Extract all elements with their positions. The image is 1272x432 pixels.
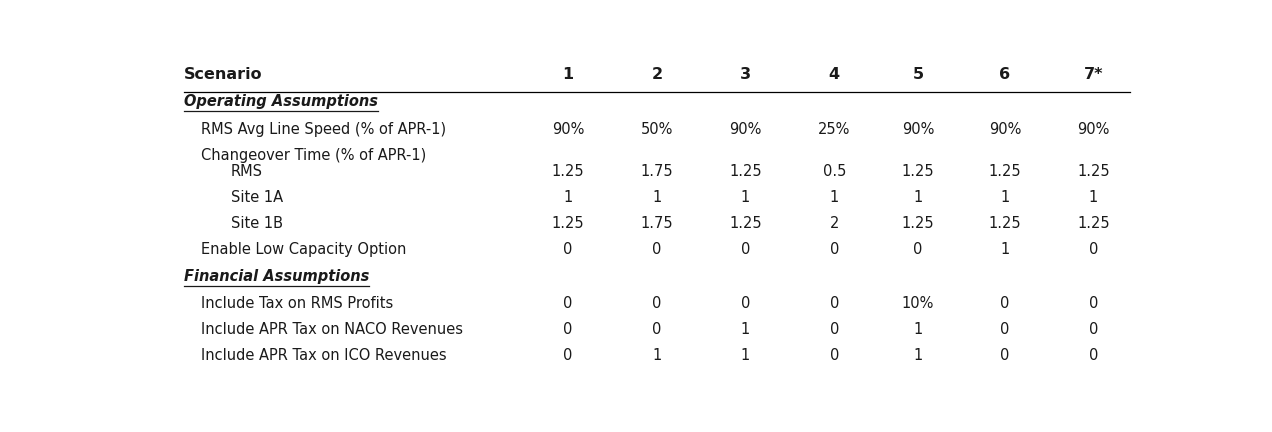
Text: 1.25: 1.25 xyxy=(902,216,935,231)
Text: 1.25: 1.25 xyxy=(988,164,1021,179)
Text: 0: 0 xyxy=(1089,241,1098,257)
Text: 1: 1 xyxy=(913,348,922,363)
Text: 1: 1 xyxy=(913,322,922,337)
Text: 1: 1 xyxy=(740,190,750,205)
Text: 6: 6 xyxy=(1000,67,1010,82)
Text: 1.25: 1.25 xyxy=(902,164,935,179)
Text: 1: 1 xyxy=(740,348,750,363)
Text: 1.25: 1.25 xyxy=(729,164,762,179)
Text: 50%: 50% xyxy=(641,122,673,137)
Text: Include Tax on RMS Profits: Include Tax on RMS Profits xyxy=(201,296,393,311)
Text: 1: 1 xyxy=(913,190,922,205)
Text: 90%: 90% xyxy=(552,122,584,137)
Text: 0: 0 xyxy=(563,322,572,337)
Text: Site 1A: Site 1A xyxy=(232,190,284,205)
Text: 1: 1 xyxy=(1089,190,1098,205)
Text: 0: 0 xyxy=(913,241,922,257)
Text: Include APR Tax on ICO Revenues: Include APR Tax on ICO Revenues xyxy=(201,348,446,363)
Text: Scenario: Scenario xyxy=(183,67,262,82)
Text: 0: 0 xyxy=(653,241,661,257)
Text: 0: 0 xyxy=(829,348,840,363)
Text: 0: 0 xyxy=(1089,296,1098,311)
Text: 0: 0 xyxy=(740,241,750,257)
Text: 90%: 90% xyxy=(902,122,934,137)
Text: Enable Low Capacity Option: Enable Low Capacity Option xyxy=(201,241,407,257)
Text: RMS: RMS xyxy=(232,164,263,179)
Text: 0: 0 xyxy=(829,322,840,337)
Text: 1.75: 1.75 xyxy=(641,164,673,179)
Text: 1.75: 1.75 xyxy=(641,216,673,231)
Text: 2: 2 xyxy=(829,216,840,231)
Text: Operating Assumptions: Operating Assumptions xyxy=(183,95,378,109)
Text: 0: 0 xyxy=(563,241,572,257)
Text: 10%: 10% xyxy=(902,296,934,311)
Text: 0: 0 xyxy=(1089,348,1098,363)
Text: 0: 0 xyxy=(740,296,750,311)
Text: 1: 1 xyxy=(562,67,574,82)
Text: 1.25: 1.25 xyxy=(552,164,584,179)
Text: 5: 5 xyxy=(912,67,923,82)
Text: 1.25: 1.25 xyxy=(1077,164,1110,179)
Text: 90%: 90% xyxy=(1077,122,1109,137)
Text: 1.25: 1.25 xyxy=(1077,216,1110,231)
Text: 0: 0 xyxy=(829,241,840,257)
Text: 25%: 25% xyxy=(818,122,851,137)
Text: 0: 0 xyxy=(563,348,572,363)
Text: Financial Assumptions: Financial Assumptions xyxy=(183,269,369,284)
Text: 0: 0 xyxy=(653,296,661,311)
Text: 1: 1 xyxy=(563,190,572,205)
Text: 0.5: 0.5 xyxy=(823,164,846,179)
Text: Changeover Time (% of APR-1): Changeover Time (% of APR-1) xyxy=(201,148,426,162)
Text: 1: 1 xyxy=(740,322,750,337)
Text: 1: 1 xyxy=(653,348,661,363)
Text: 0: 0 xyxy=(1089,322,1098,337)
Text: 0: 0 xyxy=(1000,348,1010,363)
Text: 1.25: 1.25 xyxy=(552,216,584,231)
Text: Include APR Tax on NACO Revenues: Include APR Tax on NACO Revenues xyxy=(201,322,463,337)
Text: 90%: 90% xyxy=(988,122,1021,137)
Text: Site 1B: Site 1B xyxy=(232,216,282,231)
Text: 0: 0 xyxy=(1000,322,1010,337)
Text: 1: 1 xyxy=(1000,241,1010,257)
Text: 0: 0 xyxy=(653,322,661,337)
Text: 90%: 90% xyxy=(729,122,762,137)
Text: 0: 0 xyxy=(1000,296,1010,311)
Text: 2: 2 xyxy=(651,67,663,82)
Text: 0: 0 xyxy=(563,296,572,311)
Text: 7*: 7* xyxy=(1084,67,1103,82)
Text: 1.25: 1.25 xyxy=(988,216,1021,231)
Text: RMS Avg Line Speed (% of APR-1): RMS Avg Line Speed (% of APR-1) xyxy=(201,122,446,137)
Text: 1: 1 xyxy=(829,190,840,205)
Text: 4: 4 xyxy=(829,67,840,82)
Text: 1: 1 xyxy=(653,190,661,205)
Text: 3: 3 xyxy=(740,67,750,82)
Text: 1.25: 1.25 xyxy=(729,216,762,231)
Text: 1: 1 xyxy=(1000,190,1010,205)
Text: 0: 0 xyxy=(829,296,840,311)
